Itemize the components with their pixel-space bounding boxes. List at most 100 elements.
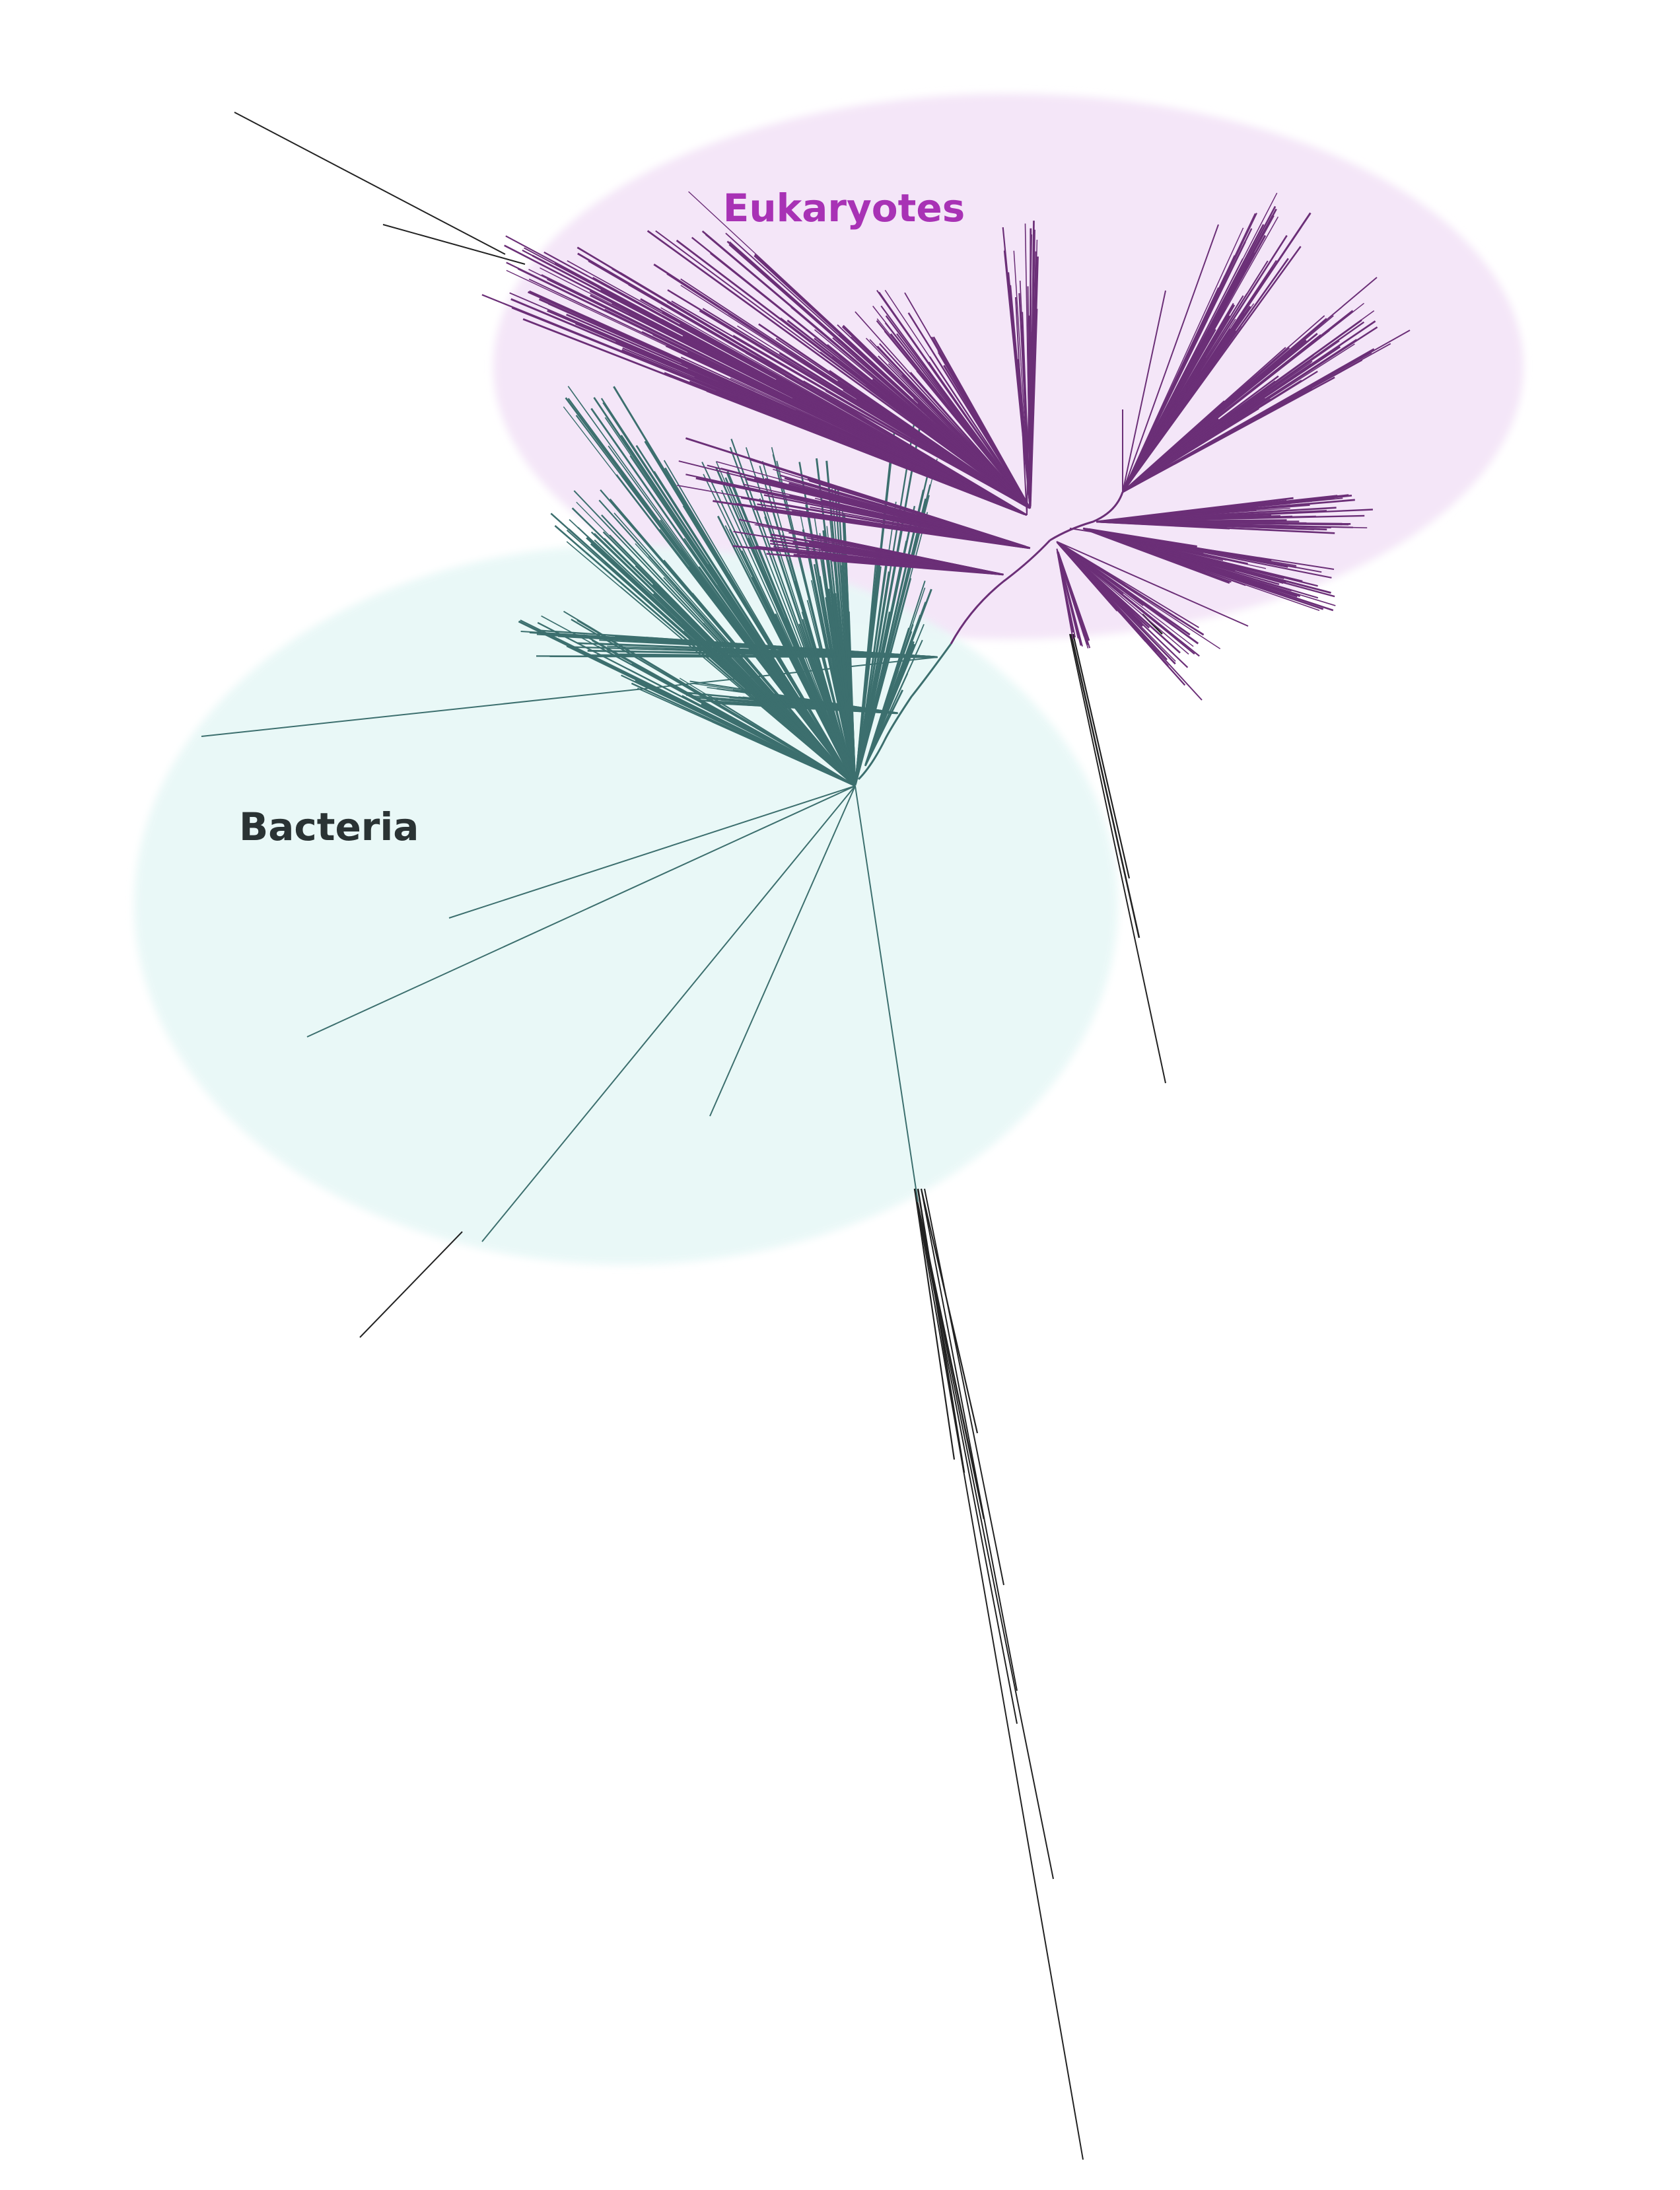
eukaryote-leaf-branch bbox=[1127, 339, 1358, 489]
eukaryote-leaf-branch bbox=[1089, 530, 1265, 588]
eukaryote-leaf-branch bbox=[919, 404, 1026, 505]
bacteria-leaf-branch bbox=[571, 618, 852, 785]
eukaryote-leaf-branch bbox=[1122, 330, 1411, 493]
eukaryote-leaf-branch bbox=[807, 477, 1031, 549]
eukaryote-leaf-branch bbox=[1085, 528, 1319, 599]
eukaryote-leaf-branch bbox=[1100, 520, 1351, 525]
eukaryote-leaf-branch bbox=[790, 306, 1026, 505]
outgroup-branch bbox=[921, 1188, 1018, 1691]
eukaryote-leaf-branch bbox=[792, 398, 1024, 514]
eukaryote-leaf-branch bbox=[1123, 355, 1314, 492]
eukaryote-leaf-branch bbox=[916, 370, 1026, 503]
outgroup-branch bbox=[914, 1188, 1084, 2160]
eukaryote-leaf-branch bbox=[706, 390, 1025, 515]
eukaryote-leaf-branch bbox=[1127, 310, 1354, 489]
bacteria-leaf-branch bbox=[571, 507, 856, 787]
eukaryote-leaf-branch bbox=[789, 494, 1031, 549]
eukaryote-leaf-branch bbox=[699, 310, 1025, 506]
bacteria-leaf-branch bbox=[855, 506, 916, 781]
eukaryote-leaf-branch bbox=[1056, 550, 1074, 633]
eukaryote-leaf-branch bbox=[660, 357, 1026, 515]
bacteria-leaf-branch bbox=[744, 556, 856, 785]
bacteria-leaf-branch bbox=[663, 460, 856, 786]
bacteria-leaf-branch bbox=[866, 672, 902, 762]
eukaryote-leaf-branch bbox=[1103, 507, 1337, 522]
eukaryote-stem bbox=[1049, 491, 1124, 542]
eukaryote-leaf-branch bbox=[775, 378, 1024, 514]
bacteria-leaf-branch bbox=[609, 498, 853, 783]
eukaryote-leaf-branch bbox=[1026, 234, 1032, 516]
outgroup-branch bbox=[234, 112, 506, 255]
eukaryote-leaf-branch bbox=[1058, 542, 1191, 636]
bacteria-leaf-branch bbox=[709, 785, 856, 1117]
bacteria-leaf-branch bbox=[306, 785, 856, 1038]
bacteria-leaf-branch bbox=[554, 525, 856, 787]
eukaryote-leaf-branch bbox=[732, 335, 1028, 508]
bacteria-branches bbox=[201, 386, 952, 1242]
eukaryote-leaf-branch bbox=[1124, 241, 1246, 488]
outgroup-branch bbox=[917, 1188, 965, 1473]
eukaryote-leaf-branch bbox=[728, 244, 1028, 507]
eukaryote-leaf-branch bbox=[1062, 546, 1200, 657]
eukaryote-leaf-branch bbox=[647, 230, 1026, 505]
bacteria-leaf-branch bbox=[855, 495, 930, 783]
eukaryote-leaf-branch bbox=[1125, 192, 1278, 487]
eukaryote-leaf-branch bbox=[821, 548, 1000, 575]
bacteria-leaf-branch bbox=[842, 548, 856, 781]
bacteria-leaf-branch bbox=[568, 528, 855, 786]
eukaryote-leaf-branch bbox=[754, 524, 999, 575]
eukaryote-leaf-branch bbox=[1069, 528, 1335, 570]
eukaryote-leaf-branch bbox=[937, 350, 1030, 507]
outgroup-branch bbox=[1070, 633, 1140, 938]
bacteria-leaf-branch bbox=[682, 695, 853, 785]
eukaryote-leaf-branch bbox=[1102, 514, 1271, 522]
outgroup-branch bbox=[913, 1188, 956, 1460]
bacteria-leaf-branch bbox=[688, 511, 855, 785]
eukaryote-leaf-branch bbox=[1061, 545, 1181, 654]
bacteria-leaf-branch bbox=[657, 585, 851, 782]
bacteria-leaf-branch bbox=[866, 631, 913, 760]
outgroup-branch bbox=[382, 224, 526, 265]
eukaryote-leaf-branch bbox=[755, 546, 999, 575]
outgroup-branch bbox=[924, 1188, 1004, 1586]
bacteria-stem bbox=[857, 643, 952, 781]
eukaryote-leaf-branch bbox=[771, 533, 998, 575]
bacteria-leaf-branch bbox=[620, 435, 855, 785]
bacteria-leaf-branch bbox=[583, 634, 853, 785]
eukaryote-leaf-branch bbox=[1084, 528, 1232, 583]
eukaryote-leaf-branch bbox=[1021, 347, 1031, 506]
outgroup-branch bbox=[1069, 633, 1166, 1084]
eukaryote-leaf-branch bbox=[842, 324, 1030, 509]
bacteria-leaf-branch bbox=[566, 541, 856, 787]
outgroup-branch bbox=[914, 1188, 1054, 1880]
bacteria-leaf-branch bbox=[787, 559, 855, 781]
bacteria-leaf-branch bbox=[679, 678, 849, 783]
bacteria-leaf-branch bbox=[690, 562, 855, 785]
bacteria-leaf-branch bbox=[563, 406, 853, 783]
bacteria-leaf-branch bbox=[729, 446, 855, 783]
eukaryote-leaf-branch bbox=[922, 396, 1030, 508]
eukaryote-leaf-branch bbox=[524, 247, 1022, 513]
outgroup-branch bbox=[359, 1231, 463, 1338]
bacteria-leaf-branch bbox=[855, 785, 919, 1203]
bacteria-leaf-branch bbox=[448, 785, 856, 919]
eukaryote-leaf-branch bbox=[1122, 277, 1378, 493]
bacteria-label: Bacteria bbox=[239, 804, 419, 849]
outgroup-branches bbox=[234, 112, 1166, 2160]
eukaryote-leaf-branch bbox=[819, 351, 1030, 509]
eukaryote-leaf-branch bbox=[928, 356, 1028, 505]
eukaryote-leaf-branch bbox=[1125, 227, 1244, 486]
eukaryote-leaf-branch bbox=[1125, 212, 1312, 488]
eukaryote-leaf-branch bbox=[1062, 544, 1199, 629]
eukaryote-leaf-branch bbox=[829, 370, 1028, 508]
bacteria-leaf-branch bbox=[854, 411, 917, 786]
outgroup-branch bbox=[1072, 633, 1131, 879]
eukaryote-leaf-branch bbox=[666, 273, 1030, 509]
eukaryote-leaf-branch bbox=[1056, 548, 1088, 645]
eukaryote-leaf-branch bbox=[788, 482, 1030, 549]
bacteria-leaf-branch bbox=[569, 518, 856, 787]
eukaryote-leaf-branch bbox=[790, 402, 1021, 513]
eukaryote-leaf-branch bbox=[1059, 544, 1189, 655]
bacteria-leaf-branch bbox=[835, 581, 856, 781]
